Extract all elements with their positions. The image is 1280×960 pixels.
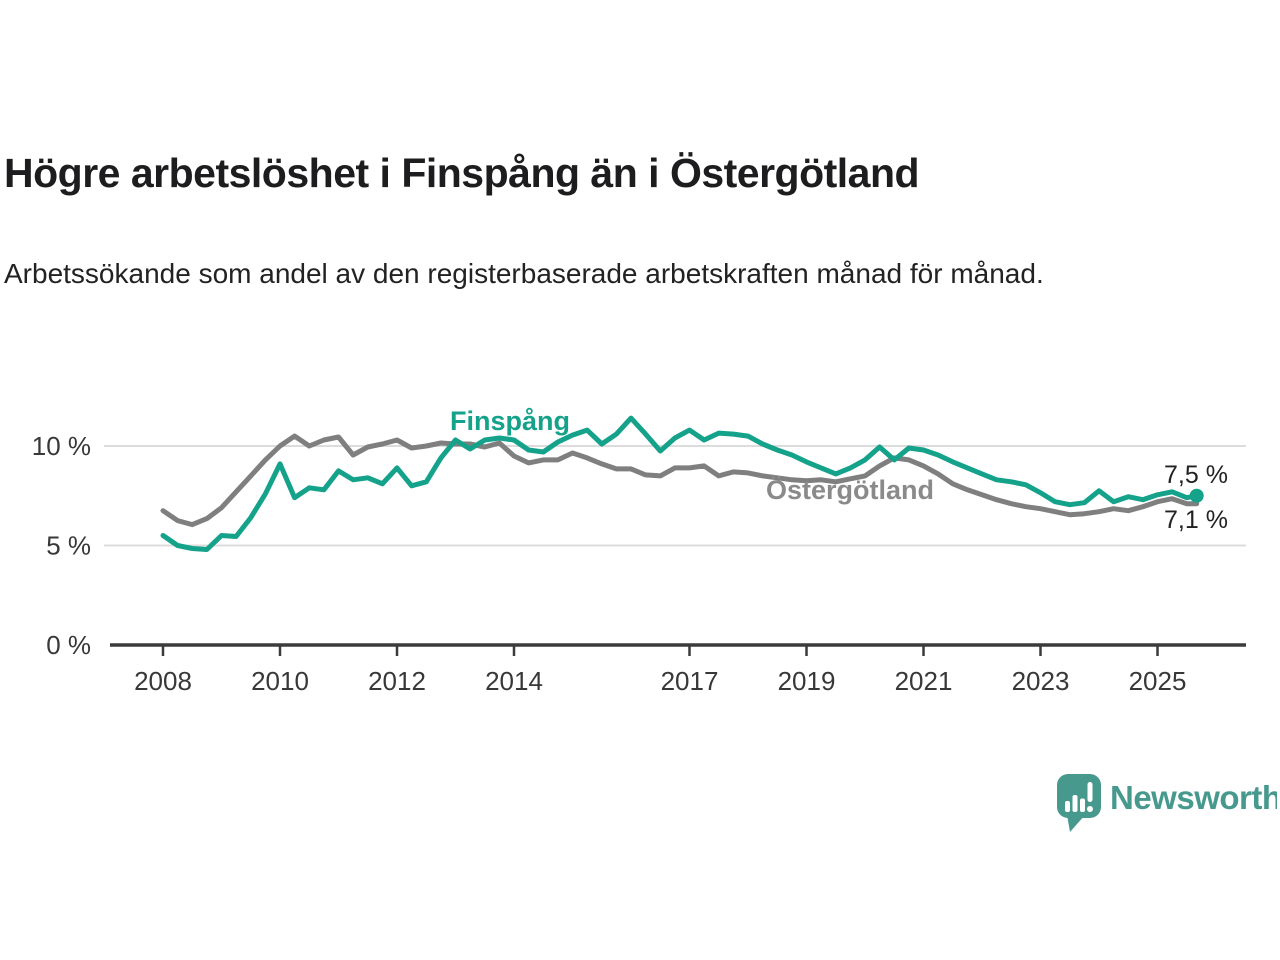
x-tick-label-2008: 2008: [134, 666, 192, 696]
unemployment-line-chart: 2008 2010 2012 2014 2017 2019 2021 2023 2025 0 %…: [32, 406, 1246, 696]
end-value-label-finspang: 7,5 %: [1164, 461, 1228, 489]
x-tick-label-2014: 2014: [485, 666, 543, 696]
chart-title: Högre arbetslöshet i Finspång än i Öster…: [4, 150, 920, 196]
x-tick-label-2010: 2010: [251, 666, 309, 696]
x-tick-label-2012: 2012: [368, 666, 426, 696]
newsworthy-logo: Newsworthy: [1057, 774, 1277, 832]
end-value-label-ostergotland: 7,1 %: [1164, 506, 1228, 534]
series-label-ostergotland: Östergötland: [766, 475, 934, 505]
series-lines: [160, 415, 1204, 552]
gridlines: [104, 445, 1246, 547]
x-tick-label-2021: 2021: [895, 666, 953, 696]
y-axis-tick-labels: 0 % 5 % 10 %: [32, 431, 91, 660]
chart-subtitle: Arbetssökande som andel av den registerb…: [4, 258, 1044, 289]
newsworthy-logo-icon: [1057, 774, 1101, 832]
x-tick-label-2019: 2019: [778, 666, 836, 696]
series-line-ostergotland: [160, 433, 1200, 528]
series-line-finspang: [160, 415, 1200, 552]
newsworthy-wordmark: Newsworthy: [1110, 779, 1277, 816]
x-axis-ticks: [161, 645, 1159, 656]
y-tick-label-5: 5 %: [46, 531, 91, 561]
x-axis-tick-labels: 2008 2010 2012 2014 2017 2019 2021 2023 2025: [134, 666, 1186, 696]
x-tick-label-2023: 2023: [1012, 666, 1070, 696]
x-tick-label-2017: 2017: [661, 666, 719, 696]
series-label-finspang: Finspång: [450, 406, 570, 436]
x-tick-label-2025: 2025: [1129, 666, 1187, 696]
y-tick-label-0: 0 %: [46, 630, 91, 660]
y-tick-label-10: 10 %: [32, 431, 91, 461]
series-end-dot-finspang: [1189, 488, 1204, 503]
